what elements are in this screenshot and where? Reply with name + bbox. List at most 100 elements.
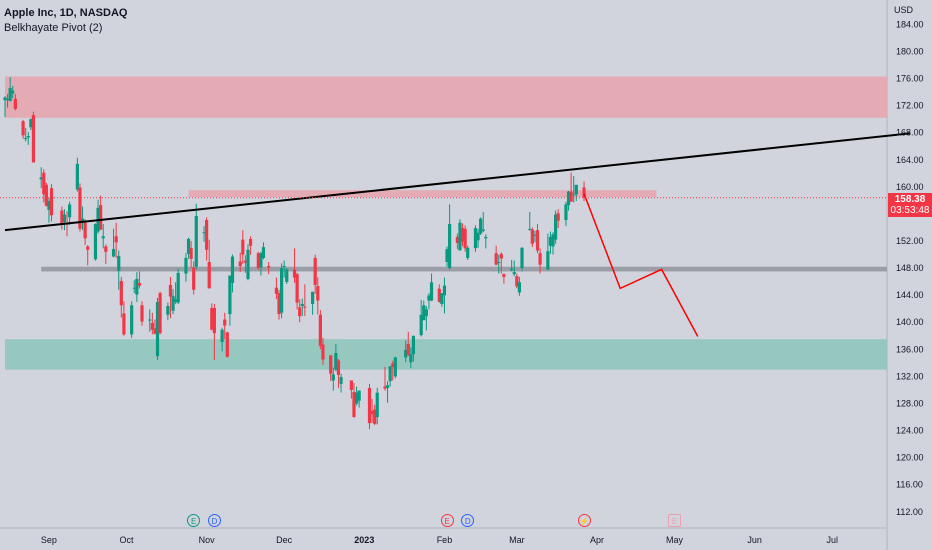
candle-body[interactable] [80, 218, 85, 223]
candle-body[interactable] [499, 253, 503, 259]
candle-body[interactable] [409, 354, 413, 363]
candle-body[interactable] [285, 269, 289, 282]
candle-body[interactable] [339, 377, 343, 384]
candle-body[interactable] [316, 286, 320, 301]
candle-body[interactable] [11, 90, 15, 94]
candle-body[interactable] [192, 267, 196, 290]
candle-body[interactable] [261, 247, 266, 258]
candle-body[interactable] [194, 215, 198, 267]
candle-body[interactable] [256, 253, 260, 269]
candle-body[interactable] [60, 210, 64, 225]
candle-body[interactable] [39, 177, 43, 180]
symbol-title[interactable]: Apple Inc, 1D, NASDAQ [4, 7, 128, 19]
candle-body[interactable] [230, 256, 235, 283]
dividend-nov-icon[interactable]: D [207, 514, 221, 527]
candle-body[interactable] [517, 282, 522, 293]
candle-body[interactable] [29, 119, 33, 128]
projection-path[interactable] [583, 193, 699, 337]
candle-body[interactable] [114, 236, 118, 243]
candle-body[interactable] [176, 272, 180, 303]
candle-body[interactable] [5, 98, 10, 101]
candle-body[interactable] [463, 228, 467, 249]
earnings-q4-2022-icon[interactable]: E [187, 514, 201, 527]
candle-body[interactable] [31, 115, 36, 163]
candle-body[interactable] [238, 261, 242, 267]
candle-body[interactable] [481, 229, 485, 231]
candle-body[interactable] [243, 260, 248, 263]
candle-body[interactable] [282, 266, 286, 268]
candle-body[interactable] [26, 136, 30, 138]
candle-body[interactable] [205, 220, 209, 250]
candle-body[interactable] [111, 249, 116, 257]
candle-body[interactable] [220, 329, 224, 342]
candle-body[interactable] [530, 229, 534, 244]
trendline[interactable] [4, 132, 910, 232]
candle-body[interactable] [292, 269, 297, 278]
candle-body[interactable] [189, 248, 193, 259]
candle-body[interactable] [419, 314, 423, 336]
candle-body[interactable] [168, 285, 173, 297]
candle-body[interactable] [122, 313, 126, 335]
candle-body[interactable] [68, 204, 72, 218]
event-flash-icon[interactable]: ⚡ [577, 514, 591, 527]
candle-body[interactable] [47, 201, 51, 210]
candle-body[interactable] [212, 308, 216, 334]
candle-body[interactable] [241, 239, 245, 255]
earnings-q1-2023-icon[interactable]: E [440, 514, 454, 527]
candle-body[interactable] [370, 410, 374, 415]
candle-body[interactable] [135, 278, 139, 295]
candle-body[interactable] [520, 247, 524, 269]
candle-body[interactable] [49, 188, 54, 216]
candle-body[interactable] [336, 360, 341, 375]
candle-body[interactable] [277, 293, 281, 315]
candle-body[interactable] [150, 322, 154, 330]
candle-body[interactable] [86, 246, 90, 250]
candle-body[interactable] [473, 228, 478, 249]
candle-body[interactable] [62, 214, 67, 223]
candle-body[interactable] [538, 253, 542, 265]
candle-body[interactable] [554, 214, 558, 240]
candle-body[interactable] [427, 295, 431, 301]
candle-body[interactable] [476, 232, 480, 241]
candle-body[interactable] [440, 293, 444, 304]
candle-body[interactable] [210, 308, 214, 330]
candle-body[interactable] [274, 287, 279, 294]
candle-body[interactable] [246, 249, 250, 279]
candle-body[interactable] [551, 234, 555, 247]
candle-body[interactable] [295, 274, 299, 303]
candle-body[interactable] [548, 236, 553, 246]
candle-body[interactable] [497, 261, 501, 263]
candle-body[interactable] [184, 257, 188, 274]
candle-body[interactable] [484, 236, 488, 239]
candle-body[interactable] [535, 230, 540, 251]
candle-body[interactable] [75, 163, 79, 190]
candle-body[interactable] [445, 249, 449, 262]
indicator-title[interactable]: Belkhayate Pivot (2) [4, 22, 103, 34]
candle-body[interactable] [354, 392, 359, 404]
candle-body[interactable] [83, 222, 87, 239]
candle-body[interactable] [512, 272, 516, 275]
candle-body[interactable] [3, 97, 7, 101]
demand-zone[interactable] [5, 339, 887, 370]
candle-body[interactable] [155, 301, 160, 357]
candle-body[interactable] [546, 251, 550, 270]
candle-body[interactable] [533, 234, 537, 236]
candle-body[interactable] [466, 247, 470, 258]
candle-body[interactable] [494, 253, 498, 265]
candle-body[interactable] [101, 236, 105, 239]
dividend-feb-icon[interactable]: D [461, 514, 475, 527]
candle-body[interactable] [404, 349, 408, 358]
candle-body[interactable] [375, 392, 379, 418]
candle-body[interactable] [259, 253, 263, 268]
candle-body[interactable] [228, 275, 232, 315]
candle-body[interactable] [78, 187, 82, 229]
candle-body[interactable] [411, 335, 416, 355]
candle-body[interactable] [140, 305, 144, 322]
resistance-box[interactable] [188, 190, 657, 197]
candle-body[interactable] [582, 187, 586, 198]
candle-body[interactable] [207, 261, 211, 289]
candle-body[interactable] [383, 386, 387, 389]
candle-body[interactable] [515, 276, 519, 287]
candle-body[interactable] [460, 228, 465, 242]
